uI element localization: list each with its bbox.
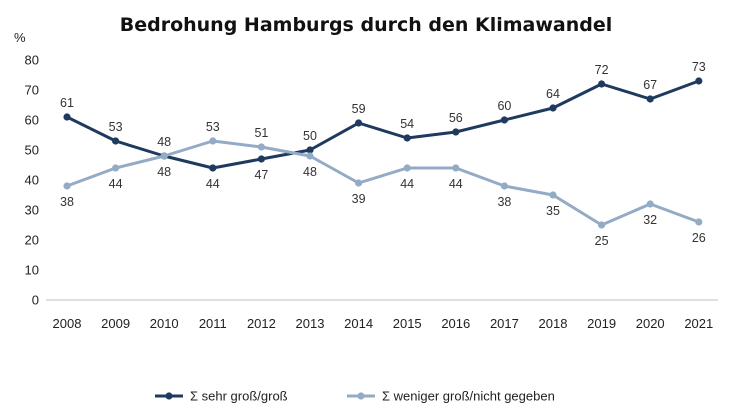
data-point [403, 164, 411, 172]
data-point [209, 137, 217, 145]
data-label: 44 [206, 177, 220, 191]
data-point [160, 152, 168, 160]
x-tick-label: 2011 [199, 316, 227, 331]
data-point [63, 182, 71, 190]
data-label: 35 [546, 204, 560, 218]
data-label: 53 [109, 120, 123, 134]
series-2: 38 44 48 53 51 48 39 44 44 38 35 25 32 26 [60, 120, 706, 248]
y-tick-label: 0 [32, 293, 39, 308]
data-point [306, 146, 314, 154]
x-tick-label: 2009 [101, 316, 130, 331]
legend: Σ sehr groß/groß Σ weniger groß/nicht geg… [155, 389, 555, 404]
data-point [257, 155, 265, 163]
y-tick-label: 80 [25, 53, 39, 68]
data-label: 50 [303, 129, 317, 143]
data-point [209, 164, 217, 172]
x-tick-label: 2018 [539, 316, 568, 331]
data-label: 38 [60, 195, 74, 209]
y-tick-label: 20 [25, 233, 39, 248]
series-1: 61 53 48 44 47 50 59 54 56 60 64 72 67 73 [60, 60, 706, 191]
y-tick-label: 10 [25, 263, 39, 278]
data-label: 64 [546, 87, 560, 101]
x-tick-label: 2008 [53, 316, 82, 331]
legend-swatch-marker [165, 392, 173, 400]
legend-label: Σ sehr groß/groß [190, 389, 288, 404]
x-axis-ticks: 2008 2009 2010 2011 2012 2013 2014 2015 2016 2017… [53, 316, 714, 331]
x-tick-label: 2010 [150, 316, 179, 331]
data-point [306, 152, 314, 160]
series-group: 61 53 48 44 47 50 59 54 56 60 64 72 67 73 38 44 48 53 51 48… [60, 60, 706, 248]
data-label: 38 [497, 195, 511, 209]
x-tick-label: 2017 [490, 316, 519, 331]
x-tick-label: 2019 [587, 316, 616, 331]
data-point [452, 128, 460, 136]
data-point [257, 143, 265, 151]
data-label: 39 [352, 192, 366, 206]
data-label: 25 [595, 234, 609, 248]
data-point [695, 77, 703, 85]
data-label: 32 [643, 213, 657, 227]
data-label: 44 [109, 177, 123, 191]
data-point [598, 80, 606, 88]
x-tick-label: 2012 [247, 316, 276, 331]
chart-title: Bedrohung Hamburgs durch den Klimawandel [120, 14, 613, 36]
legend-label: Σ weniger groß/nicht gegeben [382, 389, 555, 404]
data-point [500, 116, 508, 124]
data-label: 61 [60, 96, 74, 110]
y-tick-label: 70 [25, 83, 39, 98]
series-line [66, 79, 700, 170]
data-label: 73 [692, 60, 706, 74]
x-tick-label: 2013 [296, 316, 325, 331]
data-label: 59 [352, 102, 366, 116]
x-tick-label: 2016 [441, 316, 470, 331]
data-label: 48 [157, 165, 171, 179]
series-line [66, 139, 700, 227]
y-axis-unit-label: % [14, 30, 26, 45]
data-point [646, 200, 654, 208]
data-point [549, 191, 557, 199]
data-point [63, 113, 71, 121]
y-axis-ticks: 0 10 20 30 40 50 60 70 80 [25, 53, 39, 308]
data-label: 47 [254, 168, 268, 182]
data-point [112, 164, 120, 172]
data-label: 51 [254, 126, 268, 140]
data-label: 48 [157, 135, 171, 149]
y-tick-label: 50 [25, 143, 39, 158]
x-tick-label: 2021 [684, 316, 713, 331]
data-point [355, 119, 363, 127]
data-label: 54 [400, 117, 414, 131]
data-point [549, 104, 557, 112]
data-point [500, 182, 508, 190]
x-tick-label: 2014 [344, 316, 373, 331]
x-tick-label: 2015 [393, 316, 422, 331]
legend-swatch-marker [357, 392, 365, 400]
data-point [403, 134, 411, 142]
data-label: 44 [400, 177, 414, 191]
y-tick-label: 40 [25, 173, 39, 188]
data-label: 56 [449, 111, 463, 125]
data-label: 53 [206, 120, 220, 134]
data-label: 26 [692, 231, 706, 245]
data-label: 48 [303, 165, 317, 179]
y-tick-label: 60 [25, 113, 39, 128]
data-label: 72 [595, 63, 609, 77]
data-point [355, 179, 363, 187]
data-point [112, 137, 120, 145]
data-label: 67 [643, 78, 657, 92]
x-tick-label: 2020 [636, 316, 665, 331]
data-label: 44 [449, 177, 463, 191]
data-point [646, 95, 654, 103]
data-point [452, 164, 460, 172]
data-point [695, 218, 703, 226]
data-label: 60 [497, 99, 511, 113]
y-tick-label: 30 [25, 203, 39, 218]
data-point [598, 221, 606, 229]
